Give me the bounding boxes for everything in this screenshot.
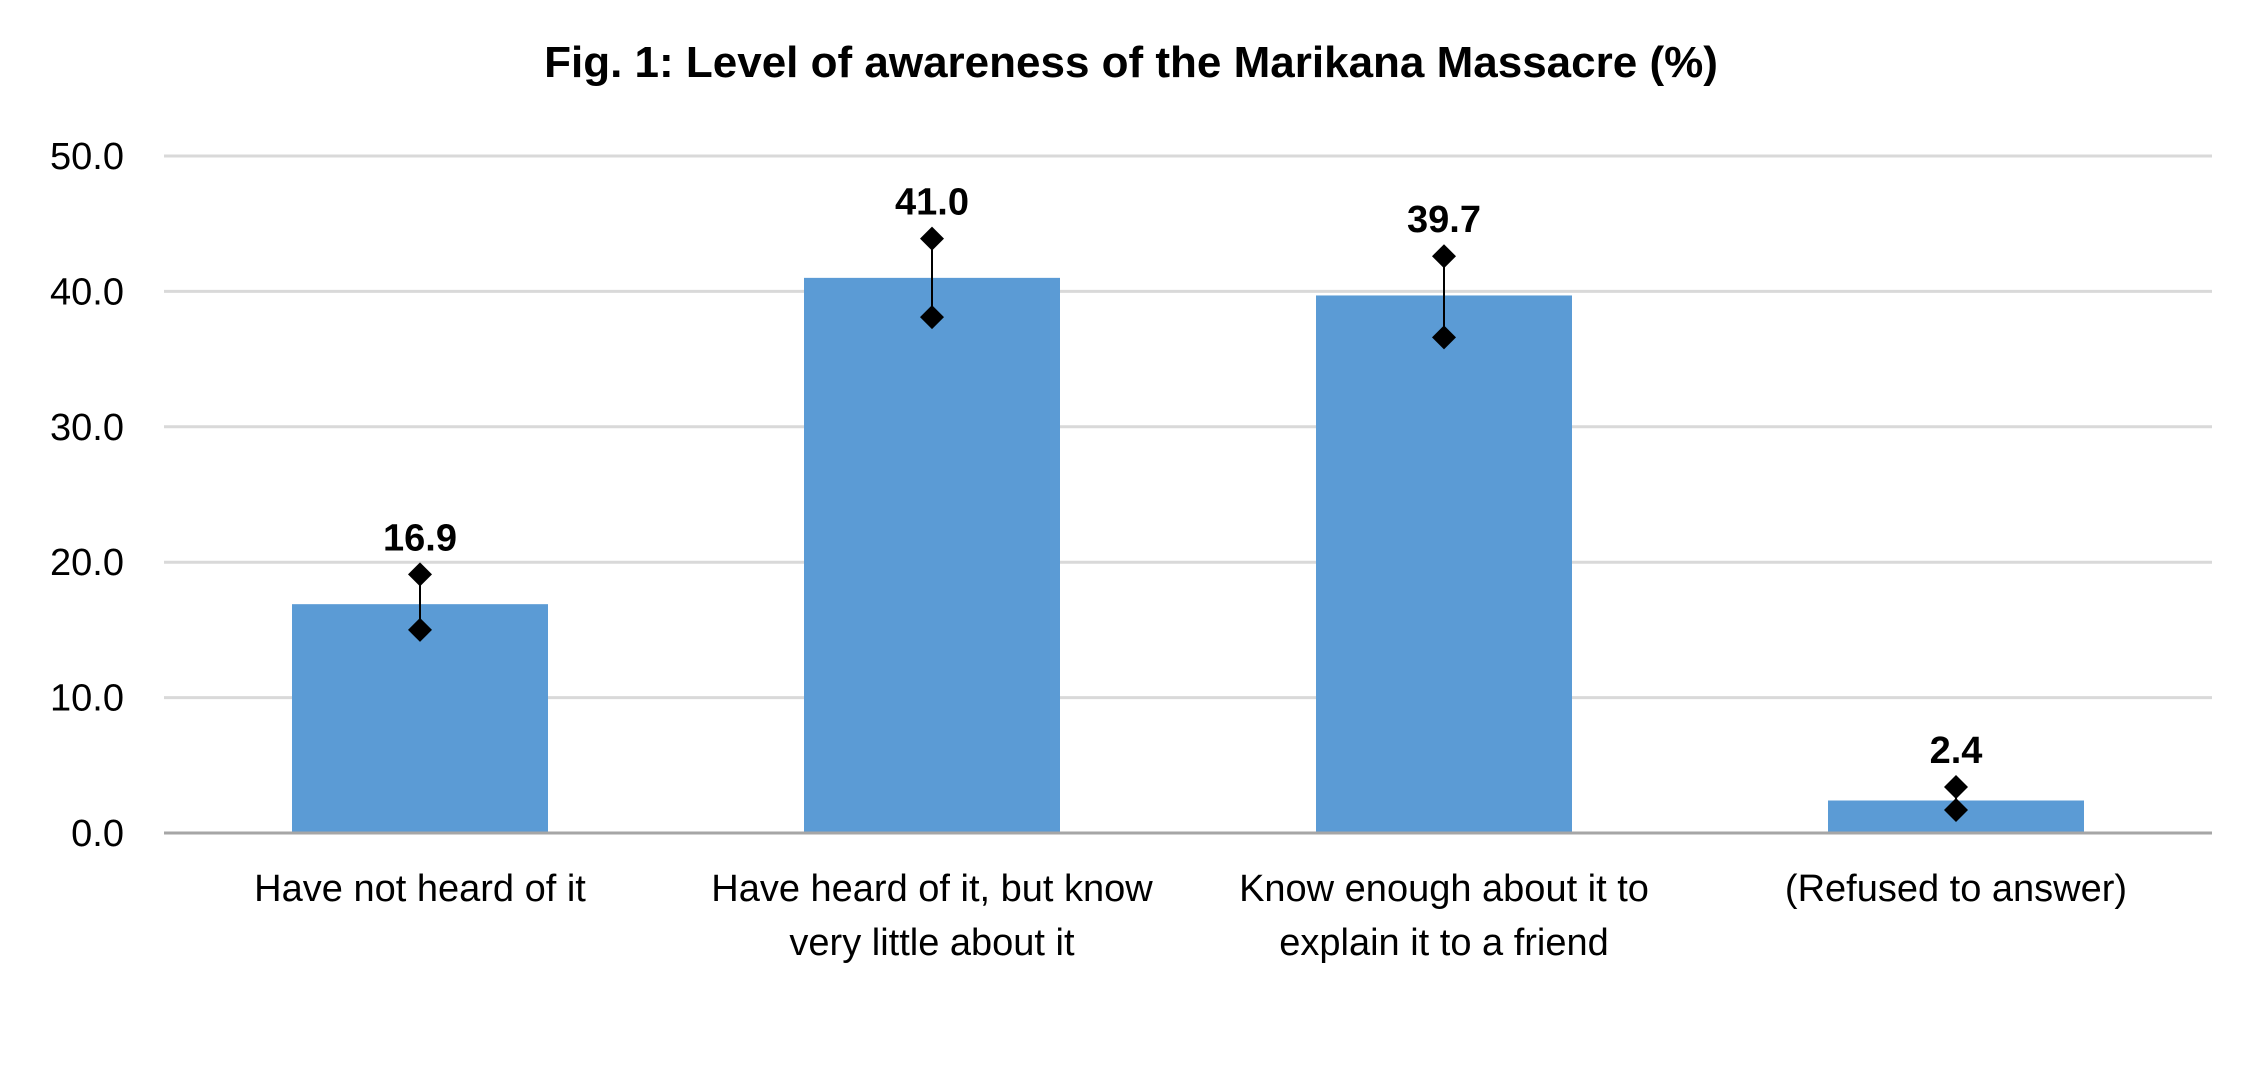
x-tick-label-line: Know enough about it to [1239, 868, 1649, 910]
error-bar-low-marker [920, 305, 944, 330]
x-tick-label: Know enough about it to explain it to a f… [1184, 862, 1704, 970]
x-tick-label-line: (Refused to answer) [1784, 868, 2128, 910]
y-tick-label: 10.0 [50, 678, 124, 720]
x-tick-label-line: explain it to a friend [1279, 922, 1609, 964]
y-tick-label: 20.0 [50, 542, 124, 584]
error-bar-low-marker [408, 617, 432, 642]
x-tick-label-line: very little about it [789, 922, 1075, 964]
y-tick-label: 0.0 [71, 813, 124, 855]
x-tick-label-line: Have not heard of it [254, 868, 586, 910]
y-tick-label: 30.0 [50, 407, 124, 449]
error-bar-high-marker [408, 562, 432, 587]
x-tick-label-line: Have heard of it, but know [711, 868, 1153, 910]
error-bar-low-marker [1944, 797, 1968, 822]
error-bar-high-marker [1432, 244, 1456, 269]
error-bar-high-marker [920, 226, 944, 251]
chart-title: Fig. 1: Level of awareness of the Marika… [544, 38, 1718, 87]
bar [804, 277, 1060, 833]
data-label: 39.7 [1407, 199, 1481, 241]
data-label: 16.9 [383, 517, 457, 559]
error-bar-high-marker [1944, 774, 1968, 799]
x-tick-label: Have not heard of it [160, 862, 680, 916]
x-tick-label: Have heard of it, but know very little ab… [672, 862, 1192, 970]
bar [292, 604, 548, 833]
y-tick-label: 50.0 [50, 136, 124, 178]
y-tick-label: 40.0 [50, 271, 124, 313]
data-label: 41.0 [895, 182, 969, 224]
data-label: 2.4 [1930, 730, 1983, 772]
bar [1316, 295, 1572, 833]
error-bar-low-marker [1432, 325, 1456, 350]
x-tick-label: (Refused to answer) [1696, 862, 2216, 916]
